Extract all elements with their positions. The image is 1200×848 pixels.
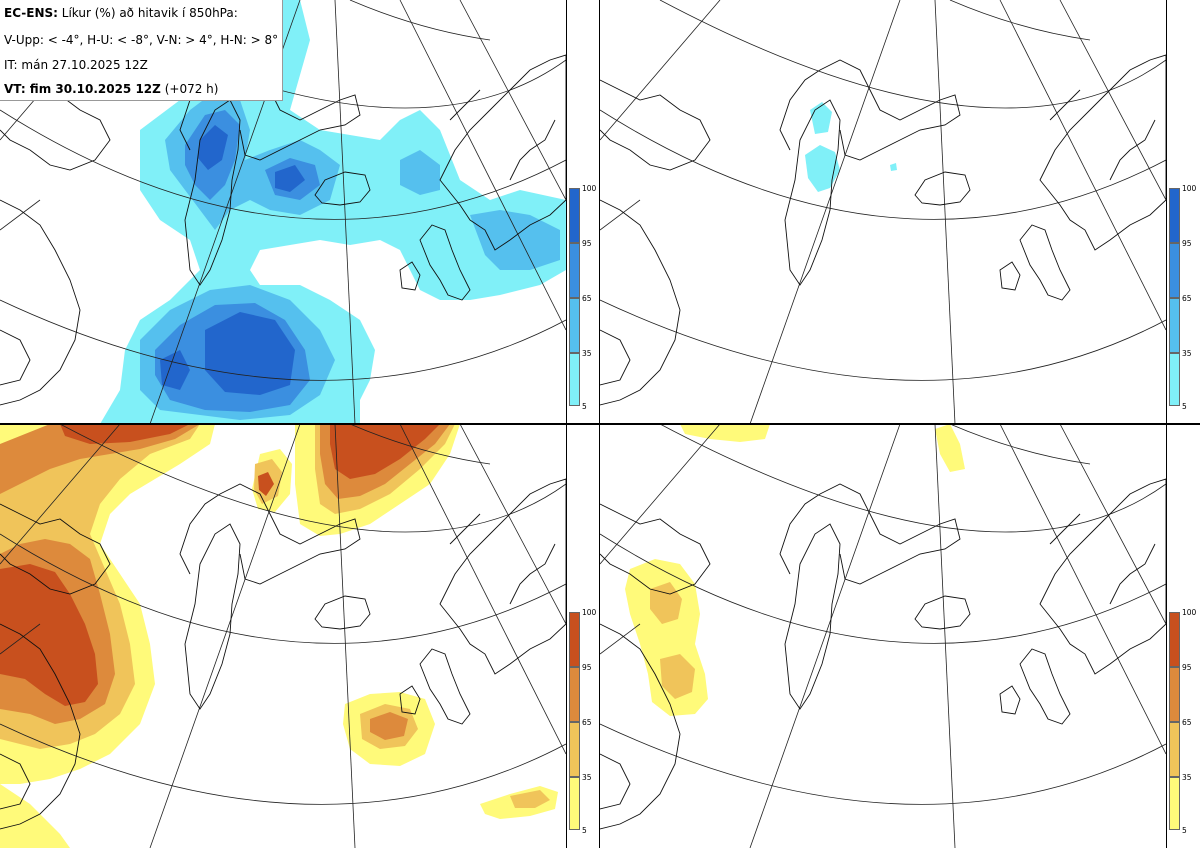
panel-divider-right bbox=[1166, 0, 1167, 848]
map-warm-strong bbox=[600, 424, 1166, 848]
colorbar-segment bbox=[569, 667, 580, 722]
colorbar-tick-label: 65 bbox=[1182, 294, 1192, 303]
map-cold-weak bbox=[0, 0, 566, 424]
colorbar-segment bbox=[1169, 667, 1180, 722]
panel-cold-strong bbox=[600, 0, 1166, 424]
colorbar-tick-label: 100 bbox=[582, 608, 597, 617]
colorbar-segment bbox=[1169, 298, 1180, 353]
colorbar-segment bbox=[569, 298, 580, 353]
colorbar-tick-label: 5 bbox=[582, 402, 587, 411]
colorbar-tick-label: 5 bbox=[1182, 826, 1187, 835]
panel-warm-weak bbox=[0, 424, 566, 848]
colorbar-tick-label: 100 bbox=[1182, 608, 1197, 617]
category-legend: V-Upp: < -4°, H-U: < -8°, V-N: > 4°, H-N… bbox=[4, 33, 279, 47]
colorbar-segment bbox=[569, 777, 580, 830]
colorbar-tick-label: 35 bbox=[582, 773, 592, 782]
colorbar-tick-label: 35 bbox=[582, 349, 592, 358]
valid-time: VT: fim 30.10.2025 12Z bbox=[4, 82, 161, 96]
colorbar-tick-label: 95 bbox=[582, 239, 592, 248]
colorbar-tick-label: 100 bbox=[1182, 184, 1197, 193]
colorbar-segment bbox=[1169, 612, 1180, 667]
colorbar-segment bbox=[569, 353, 580, 406]
panel-divider-horizontal bbox=[0, 423, 1200, 425]
header-box: EC-ENS: Líkur (%) að hitavik í 850hPa: V… bbox=[0, 0, 283, 101]
colorbar-tick-label: 95 bbox=[1182, 239, 1192, 248]
init-time: IT: mán 27.10.2025 12Z bbox=[4, 58, 148, 72]
colorbar-cold-right: 100 95 65 35 5 bbox=[1169, 184, 1200, 411]
colorbar-tick-label: 65 bbox=[1182, 718, 1192, 727]
colorbar-tick-label: 65 bbox=[582, 718, 592, 727]
panel-warm-strong bbox=[600, 424, 1166, 848]
colorbar-segment bbox=[1169, 777, 1180, 830]
colorbar-segment bbox=[569, 722, 580, 777]
colorbar-tick-label: 5 bbox=[1182, 402, 1187, 411]
prob-field-cold-strong bbox=[805, 102, 897, 192]
colorbar-tick-label: 95 bbox=[1182, 663, 1192, 672]
colorbar-cold-left: 100 95 65 35 5 bbox=[569, 184, 603, 411]
colorbar-warm-right: 100 95 65 35 5 bbox=[1169, 608, 1200, 835]
colorbar-segment bbox=[569, 243, 580, 298]
prob-field-warm-weak bbox=[0, 424, 558, 848]
colorbar-tick-label: 5 bbox=[582, 826, 587, 835]
colorbar-warm-left: 100 95 65 35 5 bbox=[569, 608, 603, 835]
colorbar-tick-label: 95 bbox=[582, 663, 592, 672]
model-name: EC-ENS: bbox=[4, 6, 58, 20]
colorbar-segment bbox=[1169, 353, 1180, 406]
colorbar-tick-label: 35 bbox=[1182, 773, 1192, 782]
map-cold-strong bbox=[600, 0, 1166, 424]
colorbar-segment bbox=[569, 188, 580, 243]
prob-field-warm-strong bbox=[625, 424, 965, 716]
panel-divider-right-start bbox=[599, 0, 600, 848]
colorbar-segment bbox=[1169, 188, 1180, 243]
panel-cold-weak: EC-ENS: Líkur (%) að hitavik í 850hPa: V… bbox=[0, 0, 566, 424]
colorbar-tick-label: 65 bbox=[582, 294, 592, 303]
colorbar-tick-label: 35 bbox=[1182, 349, 1192, 358]
map-warm-weak bbox=[0, 424, 566, 848]
panel-divider-left bbox=[566, 0, 567, 848]
product-title: Líkur (%) að hitavik í 850hPa: bbox=[61, 6, 238, 20]
colorbar-segment bbox=[1169, 243, 1180, 298]
colorbar-segment bbox=[569, 612, 580, 667]
colorbar-segment bbox=[1169, 722, 1180, 777]
colorbar-tick-label: 100 bbox=[582, 184, 597, 193]
lead-time: (+072 h) bbox=[164, 82, 219, 96]
